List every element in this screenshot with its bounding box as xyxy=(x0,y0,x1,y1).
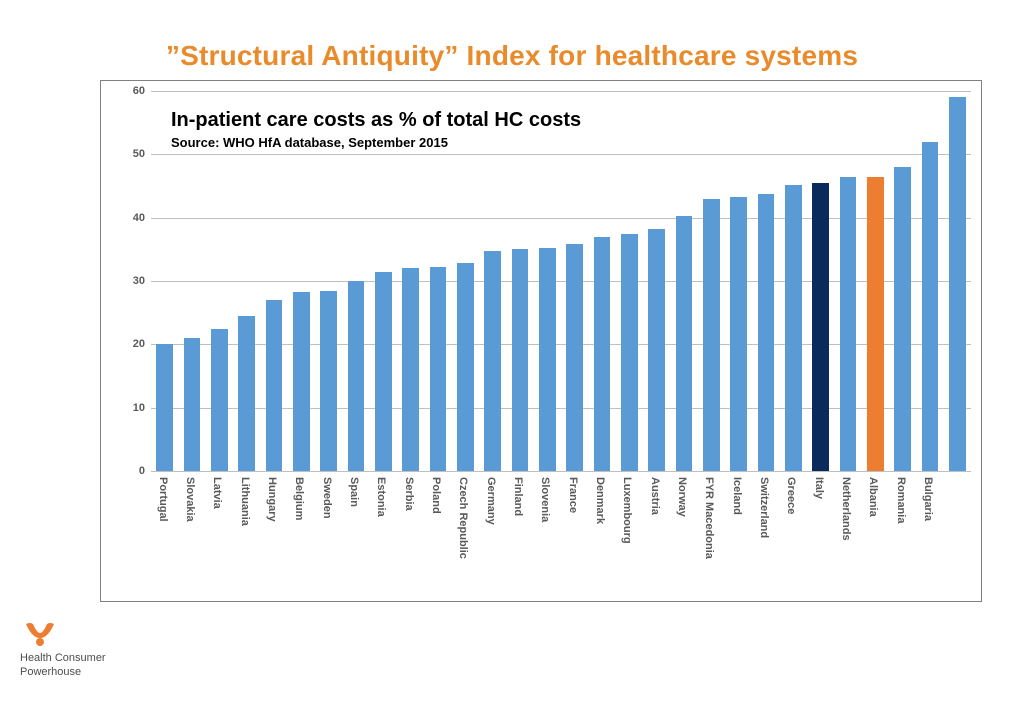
bar xyxy=(949,97,966,471)
bar xyxy=(676,216,693,471)
bar xyxy=(566,244,583,471)
bar xyxy=(211,329,228,472)
x-tick-label: Luxembourg xyxy=(621,477,633,544)
x-tick-label: Austria xyxy=(649,477,661,515)
y-tick-label: 20 xyxy=(111,338,145,350)
x-tick-label: Greece xyxy=(785,477,797,514)
bar xyxy=(156,344,173,471)
bar xyxy=(730,197,747,471)
slide-title: ”Structural Antiquity” Index for healthc… xyxy=(0,40,1024,72)
x-tick-label: Slovakia xyxy=(184,477,196,522)
x-tick-label: FYR Macedonia xyxy=(703,477,715,559)
x-tick-label: Poland xyxy=(430,477,442,514)
y-tick-label: 60 xyxy=(111,85,145,97)
x-tick-label: Spain xyxy=(348,477,360,507)
gridline xyxy=(151,471,971,472)
bar xyxy=(484,251,501,471)
bar xyxy=(348,281,365,471)
x-tick-label: Sweden xyxy=(321,477,333,519)
x-tick-label: France xyxy=(567,477,579,513)
bar xyxy=(375,272,392,472)
x-tick-label: Serbia xyxy=(403,477,415,511)
bar xyxy=(266,300,283,471)
x-tick-label: Czech Republic xyxy=(457,477,469,559)
x-tick-label: Slovenia xyxy=(539,477,551,522)
x-tick-label: Netherlands xyxy=(840,477,852,541)
bar xyxy=(867,177,884,472)
y-tick-label: 10 xyxy=(111,402,145,414)
bar xyxy=(184,338,201,471)
y-tick-label: 40 xyxy=(111,212,145,224)
x-tick-label: Norway xyxy=(676,477,688,517)
x-tick-label: Belgium xyxy=(293,477,305,520)
x-tick-label: Germany xyxy=(485,477,497,525)
bar xyxy=(840,177,857,472)
bar xyxy=(539,248,556,471)
slide: ”Structural Antiquity” Index for healthc… xyxy=(0,0,1024,709)
x-tick-label xyxy=(949,477,961,480)
x-tick-label: Portugal xyxy=(157,477,169,522)
chart-source: Source: WHO HfA database, September 2015 xyxy=(171,135,448,150)
bar xyxy=(703,199,720,471)
y-tick-label: 30 xyxy=(111,275,145,287)
bar xyxy=(320,291,337,472)
chart-title: In-patient care costs as % of total HC c… xyxy=(171,109,581,132)
bar xyxy=(457,263,474,471)
y-tick-label: 50 xyxy=(111,148,145,160)
x-tick-label: Estonia xyxy=(375,477,387,517)
x-tick-label: Albania xyxy=(867,477,879,517)
y-tick-label: 0 xyxy=(111,465,145,477)
x-tick-label: Hungary xyxy=(266,477,278,522)
bar xyxy=(894,167,911,471)
x-tick-label: Latvia xyxy=(211,477,223,509)
bar xyxy=(648,229,665,471)
bar xyxy=(594,237,611,471)
x-tick-label: Italy xyxy=(813,477,825,499)
bar xyxy=(785,185,802,471)
bar xyxy=(922,142,939,471)
x-tick-label: Finland xyxy=(512,477,524,516)
bar xyxy=(430,267,447,471)
x-tick-label: Switzerland xyxy=(758,477,770,538)
bar xyxy=(293,292,310,471)
bar xyxy=(812,183,829,471)
x-tick-label: Romania xyxy=(895,477,907,523)
bar xyxy=(402,268,419,471)
bar xyxy=(758,194,775,471)
x-tick-label: Iceland xyxy=(731,477,743,515)
logo-icon xyxy=(20,620,60,650)
bar xyxy=(621,234,638,472)
chart-frame: In-patient care costs as % of total HC c… xyxy=(100,80,982,602)
brand-logo: Health Consumer Powerhouse xyxy=(20,620,140,678)
bar xyxy=(512,249,529,471)
bar xyxy=(238,316,255,471)
logo-text-line2: Powerhouse xyxy=(20,666,140,678)
x-tick-label: Lithuania xyxy=(239,477,251,526)
logo-text-line1: Health Consumer xyxy=(20,652,140,664)
x-tick-label: Denmark xyxy=(594,477,606,524)
x-tick-label: Bulgaria xyxy=(922,477,934,521)
